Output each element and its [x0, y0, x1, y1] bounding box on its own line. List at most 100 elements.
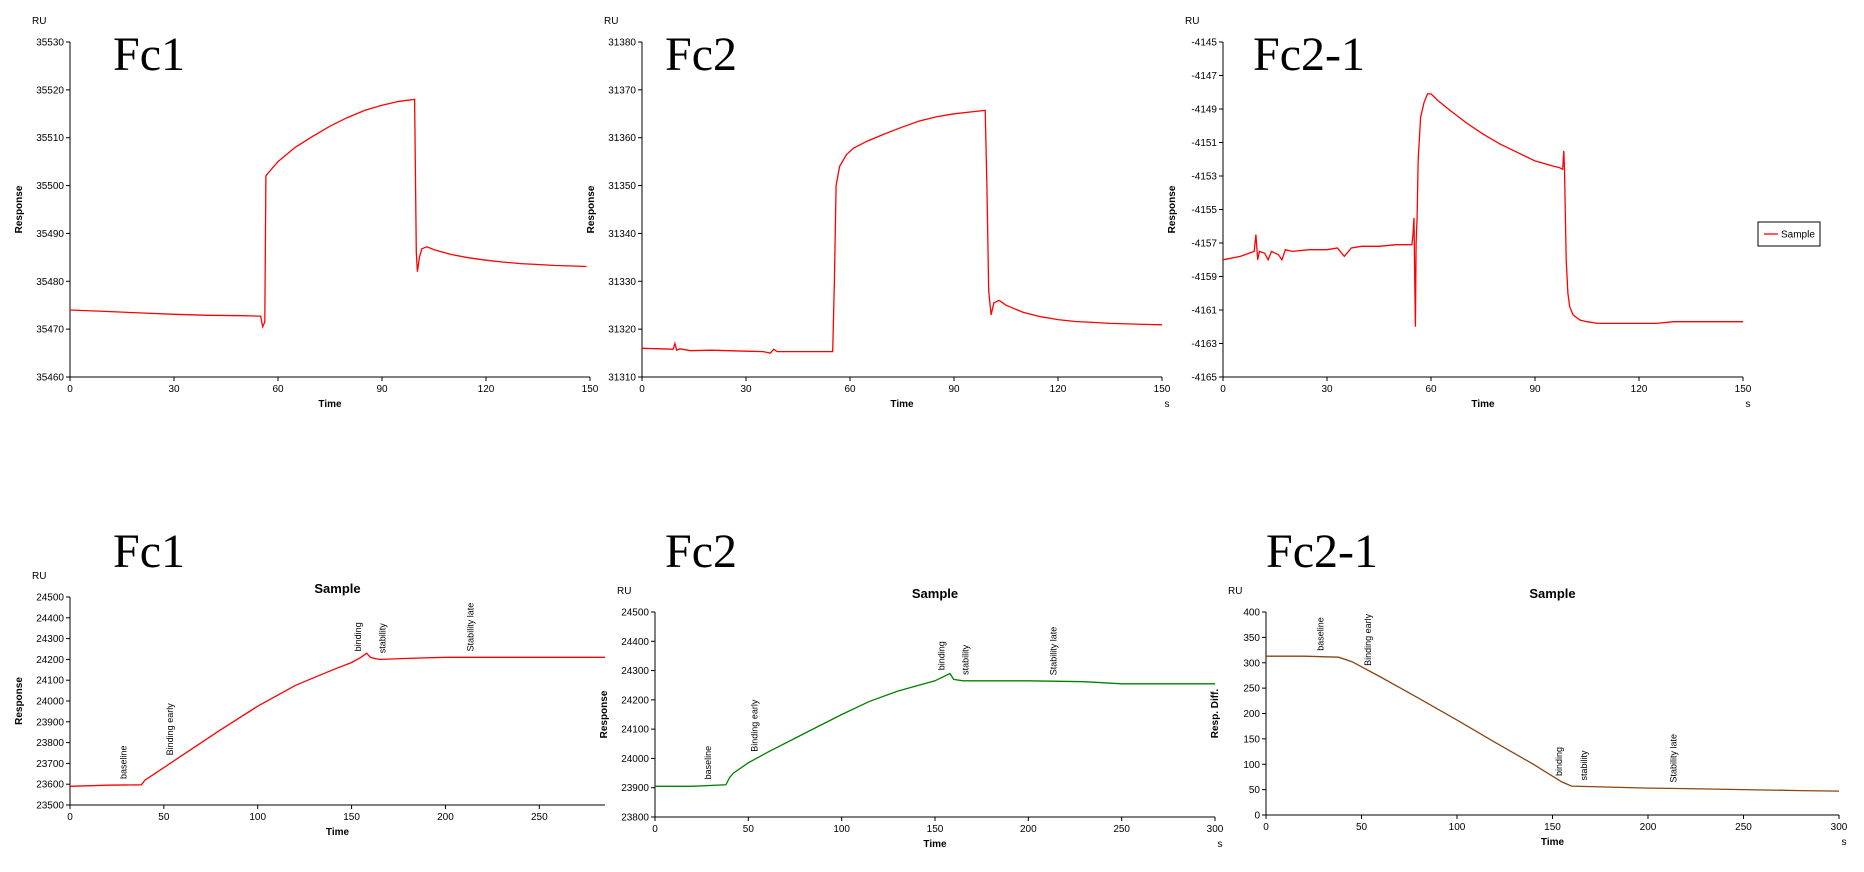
y-tick-label: 23700: [36, 759, 64, 770]
chart-title: Sample: [912, 586, 958, 601]
x-tick-label: 120: [1631, 384, 1648, 395]
x-tick-label: 200: [1640, 822, 1657, 833]
y-axis-title: Response: [14, 677, 25, 725]
x-tick-label: 0: [639, 384, 645, 395]
y-tick-label: 24300: [621, 666, 649, 677]
y-tick-label: 0: [1254, 811, 1260, 822]
y-tick-label: -4165: [1191, 373, 1217, 384]
y-tick-label: 24500: [621, 608, 649, 619]
y-tick-label: 23800: [36, 738, 64, 749]
x-tick-label: 0: [1220, 384, 1226, 395]
y-tick-label: 24500: [36, 593, 64, 604]
x-axis-title: Time: [326, 827, 350, 838]
x-tick-label: 50: [743, 824, 755, 835]
x-tick-label: 150: [1154, 384, 1171, 395]
y-tick-label: 24400: [36, 613, 64, 624]
x-tick-label: 150: [1735, 384, 1752, 395]
x-tick-label: 100: [833, 824, 850, 835]
y-tick-label: 400: [1243, 608, 1260, 619]
y-tick-label: -4151: [1191, 138, 1217, 149]
y-tick-label: 35480: [36, 277, 64, 288]
x-tick-label: 250: [531, 812, 548, 823]
y-tick-label: 24000: [621, 754, 649, 765]
y-tick-label: 300: [1243, 658, 1260, 669]
y-tick-label: 31360: [608, 133, 636, 144]
y-tick-label: -4153: [1191, 172, 1217, 183]
x-tick-label: 30: [168, 384, 180, 395]
y-axis-title: Response: [14, 185, 25, 233]
annotation-label: binding: [936, 641, 946, 670]
x-tick-label: 150: [582, 384, 599, 395]
annotation-label: stability: [1579, 750, 1589, 781]
x-axis-title: Time: [318, 399, 342, 410]
y-tick-label: 35510: [36, 133, 64, 144]
x-tick-label: 150: [343, 812, 360, 823]
annotation-label: stability: [961, 644, 971, 675]
x-axis-title: Time: [1471, 399, 1495, 410]
y-unit-label: RU: [1185, 16, 1199, 27]
x-tick-label: 300: [1831, 822, 1848, 833]
y-unit-label: RU: [617, 586, 631, 597]
y-tick-label: 24100: [36, 676, 64, 687]
y-tick-label: 35470: [36, 325, 64, 336]
series-line: [69, 98, 587, 329]
y-tick-label: 35520: [36, 85, 64, 96]
y-tick-label: 35460: [36, 373, 64, 384]
y-tick-label: 31370: [608, 85, 636, 96]
y-axis-title: Response: [1167, 185, 1178, 233]
y-tick-label: 23800: [621, 813, 649, 824]
annotation-label: baseline: [1315, 617, 1325, 651]
x-tick-label: 0: [67, 812, 73, 823]
x-tick-label: 90: [376, 384, 388, 395]
y-tick-label: 24200: [621, 695, 649, 706]
y-tick-label: 31380: [608, 38, 636, 49]
x-tick-label: 60: [1425, 384, 1437, 395]
chart-panel: Fc2 Sample RU 23800 23900 24000 24100 24200 2430…: [599, 525, 1224, 850]
y-tick-label: -4163: [1191, 339, 1217, 350]
y-tick-label: 24000: [36, 697, 64, 708]
annotation-label: baseline: [118, 745, 128, 779]
y-tick-label: -4145: [1191, 38, 1217, 49]
y-tick-label: 35530: [36, 38, 64, 49]
x-tick-label: 0: [67, 384, 73, 395]
y-tick-label: -4155: [1191, 205, 1217, 216]
y-unit-label: RU: [1228, 586, 1242, 597]
y-tick-label: 35490: [36, 229, 64, 240]
y-tick-label: 35500: [36, 181, 64, 192]
y-tick-label: 250: [1243, 684, 1260, 695]
x-tick-label: 250: [1735, 822, 1752, 833]
x-tick-label: 100: [249, 812, 266, 823]
y-tick-label: -4157: [1191, 239, 1217, 250]
chart-panel: Fc2-1 RU -4165 -4163 -4161 -4159 -4157 -4155 -41…: [1167, 16, 1821, 410]
x-tick-label: 200: [437, 812, 454, 823]
x-tick-label: 0: [1263, 822, 1269, 833]
y-unit-label: RU: [32, 16, 46, 27]
y-tick-label: 23600: [36, 780, 64, 791]
x-tick-label: 100: [1449, 822, 1466, 833]
chart-panel: Fc2-1 Sample RU 0 50 100 150 200 250 300 350 400 0 50…: [1210, 525, 1848, 848]
x-tick-label: 60: [272, 384, 284, 395]
annotation-label: baseline: [703, 746, 713, 780]
annotation-label: stability: [377, 623, 387, 654]
chart-panel: Fc1 Sample RU 23500 23600 23700 23800 23900 2400…: [14, 525, 605, 838]
x-tick-label: 50: [158, 812, 170, 823]
annotation-label: Binding early: [750, 699, 760, 752]
x-axis-title: Time: [890, 399, 914, 410]
x-tick-label: 30: [740, 384, 752, 395]
panel-label: Fc2-1: [1253, 28, 1365, 81]
x-tick-label: 250: [1113, 824, 1130, 835]
y-tick-label: 23500: [36, 801, 64, 812]
panel-label: Fc2: [665, 525, 737, 578]
annotation-label: binding: [1554, 747, 1564, 776]
y-tick-label: 150: [1243, 734, 1260, 745]
panel-label: Fc1: [113, 28, 185, 81]
x-axis-title: Time: [923, 839, 947, 850]
panel-label: Fc2-1: [1266, 525, 1378, 578]
y-tick-label: 31340: [608, 229, 636, 240]
x-unit-label: s: [1842, 837, 1847, 848]
y-tick-label: 23900: [621, 783, 649, 794]
x-tick-label: 90: [948, 384, 960, 395]
x-tick-label: 200: [1020, 824, 1037, 835]
annotation-label: Binding early: [165, 703, 175, 756]
